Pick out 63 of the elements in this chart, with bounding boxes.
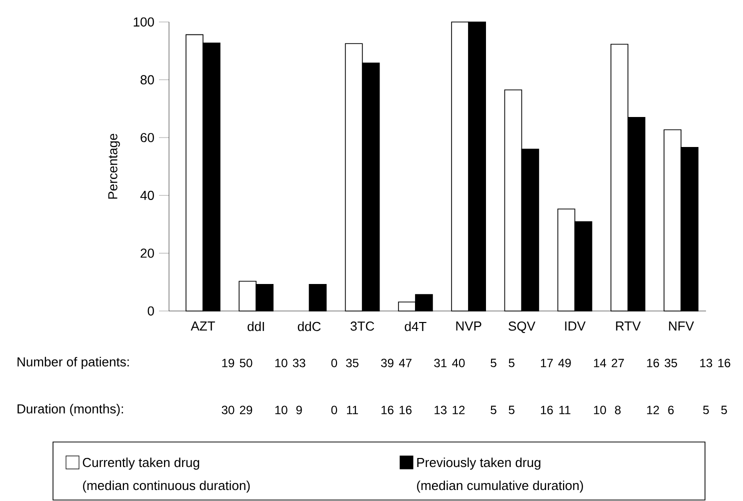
- text: 0: [331, 358, 338, 368]
- x-tick-label: AZT: [190, 322, 215, 330]
- text: 19: [222, 358, 234, 368]
- text: (median cumulative duration): [417, 480, 583, 493]
- text: (median continuous duration): [83, 480, 250, 493]
- text: 12: [452, 406, 465, 414]
- text: 5: [508, 358, 514, 368]
- x-tick-label: ddC: [298, 322, 321, 332]
- text: 16: [718, 358, 730, 368]
- x-tick-label: 3TC: [350, 322, 374, 331]
- text: 8: [614, 406, 621, 414]
- text: 10: [275, 406, 288, 414]
- y-axis-title: Percentage: [108, 134, 120, 199]
- y-tick-label: 100: [134, 17, 154, 27]
- text: Number of patients:: [18, 356, 129, 370]
- text: 5: [508, 406, 514, 414]
- text: 5: [490, 406, 496, 414]
- text: 17: [540, 358, 553, 368]
- text: 35: [664, 358, 678, 368]
- text: 27: [612, 358, 624, 368]
- text: 30: [222, 406, 234, 414]
- x-tick-label: RTV: [616, 322, 641, 330]
- y-tick-label: 80: [140, 75, 154, 84]
- text: 47: [399, 358, 412, 368]
- text: 5: [490, 358, 496, 368]
- text: 5: [703, 406, 709, 414]
- y-tick-label: 0: [148, 306, 154, 316]
- text: 5: [721, 406, 727, 414]
- text: 13: [700, 358, 712, 368]
- text: 29: [240, 406, 252, 414]
- y-tick-label: 20: [140, 248, 154, 258]
- x-tick-label: SQV: [508, 322, 536, 334]
- text: 50: [240, 358, 252, 368]
- text: 33: [292, 358, 306, 368]
- text: 35: [346, 358, 358, 368]
- legend-label: Currently taken drug: [82, 458, 200, 470]
- text: Duration (months):: [18, 404, 123, 416]
- text: 6: [668, 406, 674, 414]
- text: 39: [381, 358, 394, 368]
- text: 11: [347, 406, 358, 414]
- x-tick-label: d4T: [404, 322, 426, 332]
- text: 16: [647, 358, 660, 368]
- text: 9: [296, 406, 302, 414]
- text: 13: [434, 406, 447, 414]
- y-tick-label: 60: [140, 132, 154, 142]
- text: 11: [559, 406, 570, 414]
- x-tick-label: IDV: [565, 322, 586, 330]
- legend-label: Previously taken drug: [417, 458, 540, 470]
- text: 16: [382, 406, 394, 414]
- text: 49: [558, 358, 571, 368]
- x-tick-label: NVP: [456, 322, 482, 330]
- y-tick-label: 40: [140, 190, 154, 200]
- text: 31: [434, 358, 446, 368]
- text: 40: [452, 358, 465, 368]
- text: 14: [594, 358, 606, 368]
- text: 0: [331, 406, 338, 414]
- text: 16: [400, 406, 412, 414]
- x-tick-label: NFV: [669, 322, 694, 330]
- text: 12: [647, 406, 659, 414]
- x-tick-label: ddI: [248, 322, 264, 332]
- text: 10: [275, 358, 288, 368]
- text: 10: [594, 406, 606, 414]
- text: 16: [540, 406, 553, 414]
